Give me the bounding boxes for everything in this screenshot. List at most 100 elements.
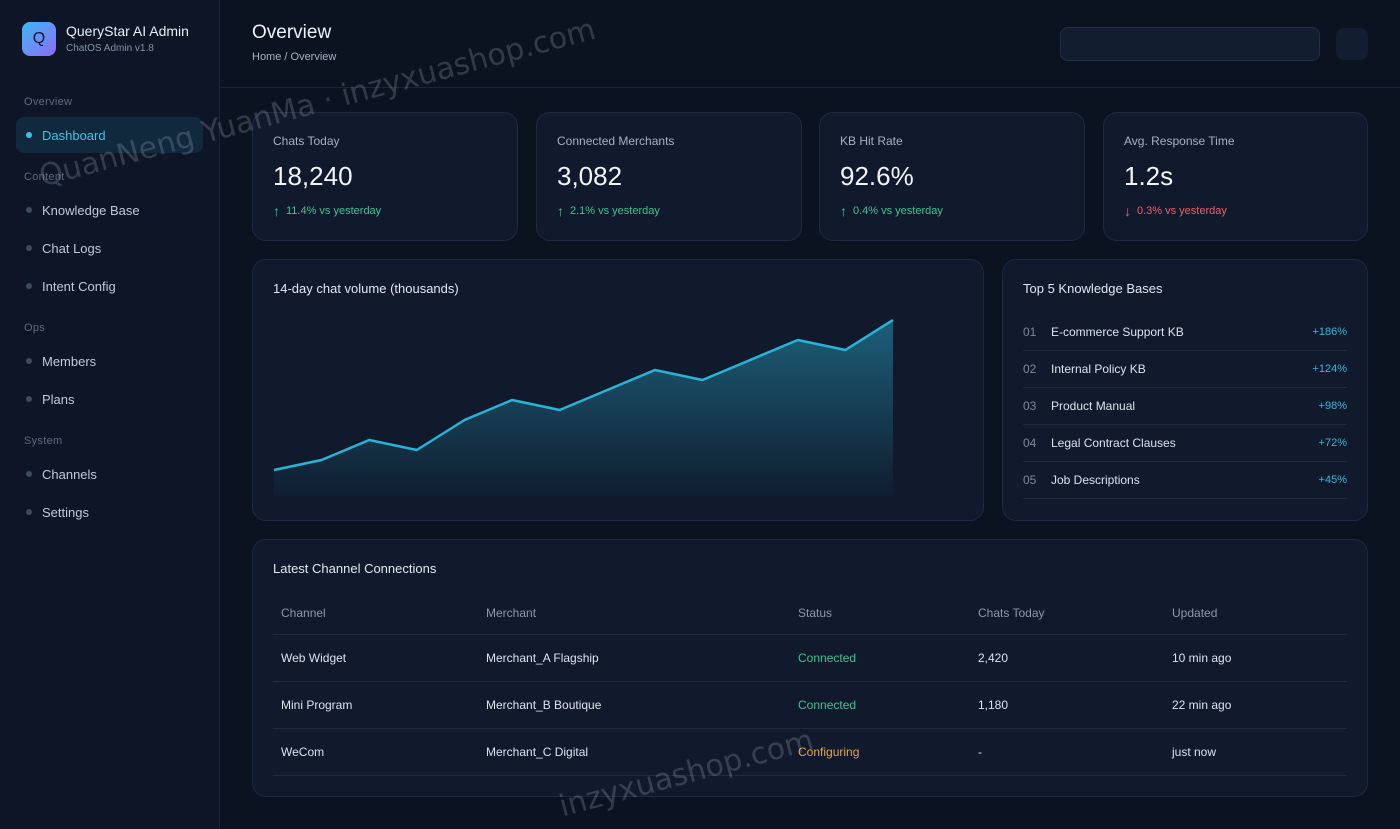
kb-rank: 04 [1023,436,1037,450]
sidebar-item-label: Settings [42,504,89,520]
chart-point-4[interactable] [414,447,420,453]
chart-point-2[interactable] [319,457,325,463]
kb-rank: 05 [1023,473,1037,487]
stat-card-chats-today: Chats Today 18,240 ↑ 11.4% vs yesterday [252,112,518,241]
column-header-updated[interactable]: Updated [1172,606,1218,620]
stat-card-avg-response-time: Avg. Response Time 1.2s ↓ 0.3% vs yester… [1103,112,1368,241]
dot-icon [26,245,32,251]
stat-value: 18,240 [273,161,353,191]
column-header-merchant[interactable]: Merchant [486,606,537,620]
sidebar-item-channels[interactable]: Channels [16,456,203,492]
top-kb-card: Top 5 Knowledge Bases 01 E-commerce Supp… [1002,259,1368,521]
chat-volume-chart: 14-day chat volume (thousands) [271,281,896,496]
cell-merchant: Merchant_C Digital [486,745,589,759]
sidebar-item-members[interactable]: Members [16,343,203,379]
chart-point-9[interactable] [652,367,658,373]
sidebar-item-label: Members [42,353,97,369]
list-item[interactable]: 03 Product Manual +98% [1023,388,1347,425]
brand-title: QueryStar AI Admin [66,22,189,39]
chart-point-8[interactable] [604,387,610,393]
cell-updated: 10 min ago [1172,651,1232,665]
stat-delta-text: 0.4% vs yesterday [853,205,943,217]
kb-growth: +45% [1318,474,1347,486]
sidebar-item-label: Chat Logs [42,240,102,256]
chart-point-1[interactable] [271,467,277,473]
main-content: Overview Home / Overview Chats Today 18,… [220,0,1400,829]
chart-point-14[interactable] [890,317,896,323]
sidebar-item-label: Dashboard [42,127,106,143]
list-item[interactable]: 02 Internal Policy KB +124% [1023,351,1347,388]
dot-icon [26,207,32,213]
chart-point-11[interactable] [747,357,753,363]
sidebar-item-settings[interactable]: Settings [16,494,203,530]
chart-title: 14-day chat volume (thousands) [273,281,459,296]
stat-card-kb-hit-rate: KB Hit Rate 92.6% ↑ 0.4% vs yesterday [819,112,1085,241]
kb-name: E-commerce Support KB [1051,325,1184,339]
list-item[interactable]: 04 Legal Contract Clauses +72% [1023,425,1347,462]
cell-channel: Mini Program [281,698,353,712]
kb-rank: 03 [1023,399,1037,413]
arrow-up-icon: ↑ [557,203,564,219]
stat-label: KB Hit Rate [840,134,903,148]
chart-point-3[interactable] [366,437,372,443]
stat-delta: ↑ 11.4% vs yesterday [273,203,381,219]
table-row[interactable]: Web Widget Merchant_A Flagship Connected… [273,635,1347,682]
dot-icon [26,283,32,289]
sidebar: Q QueryStar AI Admin ChatOS Admin v1.8 O… [0,0,220,829]
cell-chats: - [978,745,982,759]
sidebar-item-plans[interactable]: Plans [16,381,203,417]
latest-connections-card: Latest Channel Connections Channel Merch… [252,539,1368,797]
table-row[interactable]: Mini Program Merchant_B Boutique Connect… [273,682,1347,729]
sidebar-item-intent-config[interactable]: Intent Config [16,268,203,304]
chart-point-13[interactable] [842,347,848,353]
stat-value: 92.6% [840,161,914,191]
chart-point-5[interactable] [462,417,468,423]
chart-point-10[interactable] [700,377,706,383]
arrow-up-icon: ↑ [273,203,280,219]
sidebar-item-dashboard[interactable]: Dashboard [16,117,203,153]
stat-card-connected-merchants: Connected Merchants 3,082 ↑ 2.1% vs yest… [536,112,802,241]
nav-section-ops: Ops [24,322,46,334]
column-header-status[interactable]: Status [798,606,833,620]
cell-chats: 1,180 [978,698,1009,712]
latest-connections-title: Latest Channel Connections [273,561,437,576]
stat-label: Avg. Response Time [1124,134,1235,148]
column-header-chats-today[interactable]: Chats Today [978,606,1045,620]
sidebar-item-label: Intent Config [42,278,116,294]
kb-name: Internal Policy KB [1051,362,1146,376]
header-action-button[interactable] [1336,28,1368,60]
search-input[interactable] [1060,27,1320,61]
page-title: Overview [252,22,332,43]
kb-growth: +124% [1312,363,1347,375]
chart-point-12[interactable] [795,337,801,343]
status-badge: Connected [798,651,857,665]
kb-rank: 02 [1023,362,1037,376]
kb-name: Legal Contract Clauses [1051,436,1176,450]
cell-channel: WeCom [281,745,325,759]
cell-updated: just now [1172,745,1217,759]
status-badge: Connected [798,698,857,712]
sidebar-item-label: Knowledge Base [42,202,140,218]
stat-label: Connected Merchants [557,134,675,148]
column-header-channel[interactable]: Channel [281,606,326,620]
stat-value: 1.2s [1124,161,1174,191]
list-item[interactable]: 01 E-commerce Support KB +186% [1023,314,1347,351]
chart-area-fill [274,320,893,496]
brand[interactable]: Q QueryStar AI Admin ChatOS Admin v1.8 [22,22,189,56]
table-row[interactable]: WeCom Merchant_C Digital Configuring - j… [273,729,1347,776]
chart-point-6[interactable] [509,397,515,403]
nav-section-overview: Overview [24,96,73,108]
dot-icon [26,509,32,515]
status-badge: Configuring [798,745,860,759]
sidebar-item-chat-logs[interactable]: Chat Logs [16,230,203,266]
arrow-up-icon: ↑ [840,203,847,219]
stat-delta-text: 0.3% vs yesterday [1137,205,1227,217]
dot-icon [26,471,32,477]
breadcrumb[interactable]: Home / Overview [252,51,337,63]
kb-name: Product Manual [1051,399,1136,413]
list-item[interactable]: 05 Job Descriptions +45% [1023,462,1347,499]
brand-subtitle: ChatOS Admin v1.8 [66,42,154,54]
stat-delta: ↑ 2.1% vs yesterday [557,203,660,219]
sidebar-item-knowledge-base[interactable]: Knowledge Base [16,192,203,228]
chart-point-7[interactable] [557,407,563,413]
